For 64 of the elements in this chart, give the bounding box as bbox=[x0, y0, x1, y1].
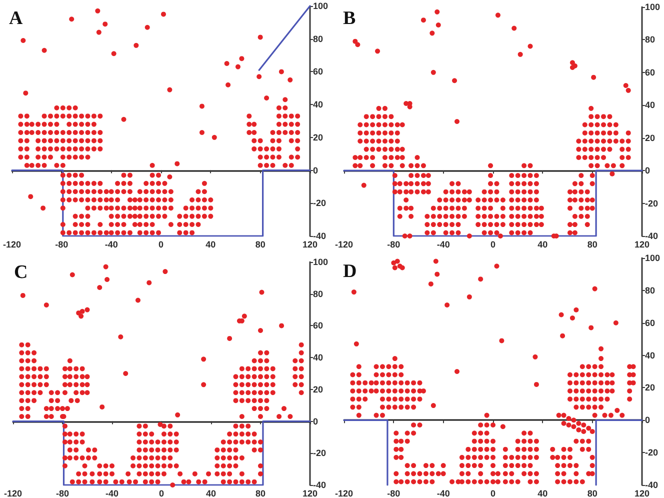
x-tick-label: 80 bbox=[587, 240, 598, 250]
x-tick-label: -40 bbox=[436, 240, 450, 250]
y-tick-label: -40 bbox=[313, 480, 326, 490]
x-tick-label: -80 bbox=[55, 240, 68, 250]
y-tick-label: 40 bbox=[645, 350, 656, 360]
x-tick-label: -120 bbox=[3, 240, 22, 250]
x-tick-label: 120 bbox=[302, 488, 318, 498]
y-tick-label: 20 bbox=[645, 132, 656, 143]
y-tick-label: -20 bbox=[645, 448, 658, 458]
x-tick-label: 0 bbox=[490, 240, 496, 250]
chart-title: B bbox=[343, 8, 356, 29]
x-tick-label: 0 bbox=[158, 240, 164, 250]
x-tick-label: -40 bbox=[104, 240, 118, 250]
x-tick-label: 120 bbox=[634, 488, 650, 498]
y-tick-label: 0 bbox=[645, 166, 650, 176]
x-tick-label: 120 bbox=[634, 240, 650, 250]
x-tick-label: -80 bbox=[56, 488, 70, 498]
y-tick-label: 100 bbox=[645, 2, 660, 12]
y-tick-label: 60 bbox=[313, 66, 324, 77]
y-tick-label: -20 bbox=[313, 448, 326, 458]
y-tick-label: 60 bbox=[645, 318, 656, 328]
y-tick-label: 60 bbox=[645, 67, 656, 78]
y-tick-label: -40 bbox=[645, 231, 658, 241]
y-tick-label: 0 bbox=[645, 415, 650, 426]
y-tick-label: 40 bbox=[645, 100, 656, 110]
x-tick-label: 120 bbox=[302, 240, 318, 250]
y-tick-label: 100 bbox=[313, 257, 328, 267]
x-tick-label: -80 bbox=[387, 488, 400, 498]
y-tick-label: 20 bbox=[645, 382, 656, 393]
y-tick-label: 0 bbox=[313, 165, 318, 176]
y-tick-label: 20 bbox=[313, 384, 324, 394]
y-tick-label: 40 bbox=[313, 100, 324, 110]
y-tick-label: 40 bbox=[313, 352, 324, 363]
x-tick-label: -40 bbox=[436, 488, 450, 498]
y-tick-label: 80 bbox=[645, 34, 656, 45]
x-tick-label: 80 bbox=[587, 488, 598, 498]
y-tick-label: -40 bbox=[645, 480, 658, 490]
chart-title: A bbox=[9, 8, 23, 29]
x-tick-label: 40 bbox=[206, 240, 216, 250]
y-tick-label: 60 bbox=[313, 320, 324, 331]
y-tick-label: 100 bbox=[313, 1, 328, 11]
x-tick-label: 40 bbox=[206, 488, 216, 498]
x-tick-label: 0 bbox=[158, 488, 164, 498]
chart-title: C bbox=[14, 262, 28, 283]
x-tick-label: 40 bbox=[538, 240, 548, 250]
y-tick-label: -20 bbox=[645, 198, 658, 208]
y-tick-label: -40 bbox=[313, 231, 326, 241]
x-tick-label: -80 bbox=[387, 240, 400, 250]
x-tick-label: 40 bbox=[538, 488, 548, 498]
x-tick-label: 80 bbox=[255, 488, 266, 498]
x-tick-label: -120 bbox=[4, 488, 22, 498]
y-tick-label: 20 bbox=[313, 132, 324, 142]
y-tick-label: 0 bbox=[313, 416, 318, 426]
x-tick-label: 0 bbox=[490, 488, 496, 498]
chart-title: D bbox=[343, 261, 357, 282]
y-tick-label: 100 bbox=[645, 253, 660, 263]
x-tick-label: -120 bbox=[335, 240, 354, 250]
y-tick-label: 80 bbox=[313, 288, 324, 299]
y-tick-label: 80 bbox=[645, 285, 656, 296]
y-tick-label: 80 bbox=[313, 34, 324, 44]
x-tick-label: 80 bbox=[255, 240, 266, 250]
y-tick-label: -20 bbox=[313, 198, 326, 208]
x-tick-label: -40 bbox=[105, 488, 119, 498]
x-tick-label: -120 bbox=[335, 488, 354, 498]
